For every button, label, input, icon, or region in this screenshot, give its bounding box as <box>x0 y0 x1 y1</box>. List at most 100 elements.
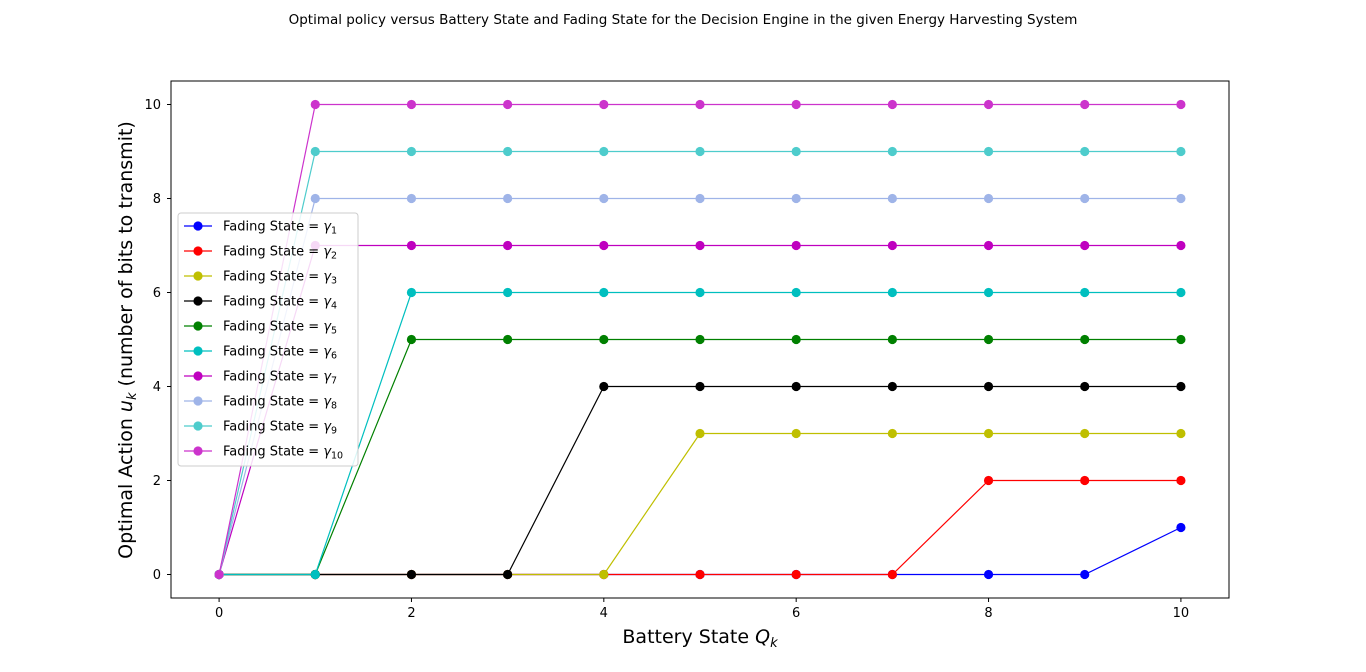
x-tick-label: 6 <box>792 606 800 621</box>
data-point <box>214 569 224 580</box>
legend-item: Fading State = γ1 <box>184 220 337 237</box>
legend-marker <box>193 296 203 306</box>
x-tick-label: 2 <box>407 606 415 621</box>
data-point <box>983 99 994 110</box>
data-point <box>887 99 897 110</box>
series-line <box>219 338 1181 576</box>
legend-marker <box>193 446 203 456</box>
data-point <box>503 569 513 580</box>
data-point <box>983 475 994 486</box>
data-point <box>887 569 897 580</box>
legend-item: Fading State = γ10 <box>184 445 343 462</box>
y-axis: 0 2 4 6 8 10 <box>144 98 171 583</box>
data-point <box>887 287 897 298</box>
data-point <box>887 381 897 392</box>
x-axis: 0 2 4 6 8 10 <box>215 598 1189 621</box>
y-tick-label: 10 <box>144 98 161 113</box>
y-tick-label: 6 <box>153 286 161 301</box>
legend-label: Fading State = γ5 <box>223 320 337 337</box>
legend-label: Fading State = γ3 <box>223 270 337 287</box>
data-point <box>1080 99 1090 110</box>
data-point <box>1080 146 1090 157</box>
legend-label: Fading State = γ6 <box>223 345 337 362</box>
legend-item: Fading State = γ4 <box>184 295 337 312</box>
legend-marker <box>193 321 203 331</box>
series-γ6 <box>214 287 1186 580</box>
data-point <box>406 99 417 110</box>
data-point <box>503 193 513 204</box>
series-layer <box>214 99 1186 580</box>
legend-label: Fading State = γ1 <box>223 220 337 237</box>
legend-item: Fading State = γ6 <box>184 345 337 362</box>
data-point <box>887 240 897 251</box>
data-point <box>695 99 705 110</box>
legend-box <box>177 212 359 467</box>
data-point <box>503 334 513 345</box>
legend-marker <box>193 346 203 356</box>
data-point <box>599 381 609 392</box>
data-point <box>1080 569 1090 580</box>
legend-marker <box>193 371 203 381</box>
data-point <box>599 334 609 345</box>
data-point <box>310 193 320 204</box>
legend-marker <box>193 396 203 406</box>
data-point <box>791 569 801 580</box>
data-point <box>791 334 801 345</box>
x-tick-label: 0 <box>215 606 223 621</box>
data-point <box>406 146 417 157</box>
data-point <box>791 99 801 110</box>
data-point <box>983 240 994 251</box>
series-γ10 <box>214 99 1186 580</box>
data-point <box>599 240 609 251</box>
data-point <box>791 428 801 439</box>
series-line <box>219 432 1181 576</box>
legend-item: Fading State = γ2 <box>184 245 337 262</box>
data-point <box>695 240 705 251</box>
x-tick-label: 8 <box>984 606 992 621</box>
data-point <box>1176 522 1186 533</box>
legend-label: Fading State = γ2 <box>223 245 337 262</box>
legend-item: Fading State = γ9 <box>184 420 337 437</box>
x-tick-label: 10 <box>1173 606 1190 621</box>
legend-marker <box>193 221 203 231</box>
series-line <box>219 479 1181 576</box>
data-point <box>406 287 417 298</box>
data-point <box>406 334 417 345</box>
legend-item: Fading State = γ7 <box>184 370 337 387</box>
data-point <box>983 381 994 392</box>
x-axis-label: Battery State Qk <box>622 626 778 651</box>
legend-label: Fading State = γ10 <box>223 445 343 462</box>
legend-label: Fading State = γ8 <box>223 395 337 412</box>
data-point <box>1080 334 1090 345</box>
legend: Fading State = γ1 Fading State = γ2 Fading… <box>177 212 359 467</box>
series-line <box>219 526 1182 576</box>
legend-marker <box>193 421 203 431</box>
data-point <box>791 381 801 392</box>
data-point <box>1176 334 1186 345</box>
data-point <box>695 146 705 157</box>
series-γ9 <box>214 146 1186 580</box>
data-point <box>1080 428 1090 439</box>
data-point <box>503 240 513 251</box>
legend-item: Fading State = γ8 <box>184 395 337 412</box>
data-point <box>599 287 609 298</box>
data-point <box>983 334 994 345</box>
data-point <box>983 193 994 204</box>
data-point <box>695 193 705 204</box>
data-point <box>1176 193 1186 204</box>
x-tick-label: 4 <box>600 606 608 621</box>
data-point <box>983 146 994 157</box>
data-point <box>695 381 705 392</box>
data-point <box>887 334 897 345</box>
legend-marker <box>193 246 203 256</box>
legend-item: Fading State = γ5 <box>184 320 337 337</box>
data-point <box>983 428 994 439</box>
data-point <box>1080 193 1090 204</box>
data-point <box>503 287 513 298</box>
data-point <box>503 146 513 157</box>
data-point <box>1080 475 1090 486</box>
data-point <box>1176 99 1186 110</box>
data-point <box>791 240 801 251</box>
data-point <box>1080 287 1090 298</box>
